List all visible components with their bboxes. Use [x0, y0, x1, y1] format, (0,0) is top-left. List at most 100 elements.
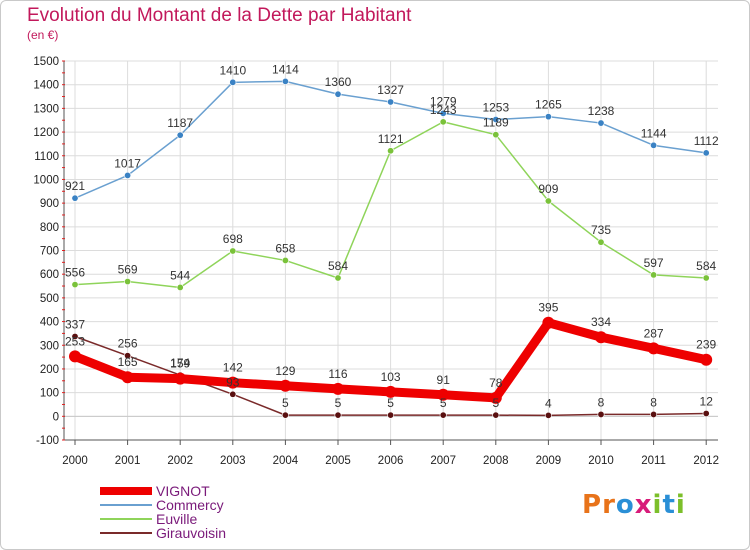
- data-point-commercy: [702, 149, 710, 157]
- data-label-commercy: 1017: [114, 156, 141, 170]
- data-point-girauvoisin: [439, 411, 447, 419]
- data-label-commercy: 1265: [535, 98, 562, 112]
- data-point-girauvoisin: [334, 411, 342, 419]
- y-tick-label: 200: [40, 364, 59, 376]
- data-point-euville: [229, 247, 237, 255]
- legend-swatch-euville: [100, 518, 152, 520]
- data-label-vignot: 142: [223, 361, 243, 375]
- data-point-vignot: [647, 342, 660, 355]
- data-point-euville: [281, 256, 289, 264]
- x-tick-label: 2009: [536, 455, 562, 467]
- data-point-commercy: [492, 116, 500, 124]
- data-label-commercy: 1112: [694, 134, 719, 148]
- legend-swatch-vignot: [100, 487, 152, 495]
- data-label-vignot: 395: [538, 301, 558, 315]
- logo-letter: x: [634, 490, 653, 520]
- data-point-girauvoisin: [387, 411, 395, 419]
- data-point-girauvoisin: [229, 390, 237, 398]
- data-point-vignot: [437, 388, 450, 401]
- legend: VIGNOT Commercy Euville Girauvoisin: [100, 483, 227, 541]
- data-point-commercy: [597, 119, 605, 127]
- data-point-euville: [334, 274, 342, 282]
- data-label-girauvoisin: 4: [545, 396, 552, 410]
- data-label-vignot: 165: [118, 355, 138, 369]
- x-tick-label: 2011: [641, 455, 666, 467]
- data-point-vignot: [384, 385, 397, 398]
- legend-item-vignot: VIGNOT: [100, 483, 226, 499]
- data-label-euville: 1121: [378, 132, 404, 146]
- data-point-euville: [544, 197, 552, 205]
- data-point-commercy: [281, 77, 289, 85]
- legend-label: Girauvoisin: [156, 525, 227, 541]
- data-label-girauvoisin: 12: [700, 394, 714, 408]
- data-label-euville: 1243: [430, 103, 457, 117]
- data-point-vignot: [174, 372, 187, 385]
- data-point-girauvoisin: [544, 411, 552, 419]
- data-point-euville: [650, 271, 658, 279]
- y-tick-label: 800: [40, 222, 59, 234]
- data-label-vignot: 334: [591, 315, 611, 329]
- y-tick-label: 1000: [33, 174, 59, 186]
- data-label-vignot: 78: [489, 376, 503, 390]
- data-label-euville: 909: [538, 182, 558, 196]
- logo-letter: r: [602, 490, 616, 520]
- data-label-euville: 569: [118, 263, 138, 277]
- data-label-commercy: 1144: [641, 126, 667, 140]
- data-label-euville: 698: [223, 232, 243, 246]
- data-label-euville: 735: [591, 223, 611, 237]
- data-point-commercy: [124, 171, 132, 179]
- data-point-girauvoisin: [702, 409, 710, 417]
- data-point-girauvoisin: [650, 410, 658, 418]
- x-tick-label: 2008: [483, 455, 509, 467]
- data-point-vignot: [700, 353, 713, 366]
- data-point-vignot: [279, 379, 292, 392]
- data-label-vignot: 287: [644, 326, 664, 340]
- legend-item-girauvoisin: Girauvoisin: [100, 525, 227, 541]
- data-label-girauvoisin: 5: [440, 396, 447, 410]
- data-label-commercy: 1414: [272, 62, 299, 76]
- y-tick-label: 500: [40, 293, 59, 305]
- data-point-commercy: [71, 194, 79, 202]
- data-label-commercy: 1279: [430, 94, 457, 108]
- data-label-commercy: 1238: [588, 104, 615, 118]
- data-label-commercy: 1327: [377, 83, 404, 97]
- data-point-euville: [124, 278, 132, 286]
- data-point-vignot: [332, 382, 344, 395]
- logo-letter: i: [675, 490, 686, 520]
- data-point-commercy: [650, 141, 658, 149]
- data-point-commercy: [176, 131, 184, 139]
- legend-item-euville: Euville: [100, 511, 226, 527]
- x-tick-label: 2006: [378, 455, 404, 467]
- x-tick-label: 2004: [273, 455, 299, 467]
- data-label-girauvoisin: 174: [170, 356, 190, 370]
- y-tick-label: 600: [40, 269, 59, 281]
- data-label-euville: 584: [328, 259, 348, 273]
- proxiti-logo: Proxiti: [582, 490, 686, 520]
- legend-swatch-commercy: [100, 504, 152, 506]
- data-label-euville: 584: [696, 259, 716, 273]
- data-point-euville: [702, 274, 710, 282]
- y-tick-label: 400: [40, 317, 59, 329]
- data-label-vignot: 253: [65, 334, 85, 348]
- data-point-vignot: [489, 391, 502, 404]
- data-label-girauvoisin: 8: [598, 395, 605, 409]
- chart-title: Evolution du Montant de la Dette par Hab…: [27, 5, 412, 26]
- y-tick-label: 1500: [33, 56, 59, 68]
- x-tick-label: 2005: [325, 455, 351, 467]
- data-label-vignot: 239: [696, 338, 716, 352]
- data-label-commercy: 1253: [482, 101, 509, 115]
- x-tick-label: 2003: [220, 455, 246, 467]
- data-point-euville: [176, 283, 184, 291]
- data-point-commercy: [439, 109, 447, 117]
- data-label-girauvoisin: 5: [282, 396, 289, 410]
- logo-letter: P: [582, 490, 603, 520]
- data-point-euville: [71, 281, 79, 289]
- data-label-euville: 1189: [483, 116, 509, 130]
- logo-letter: i: [652, 490, 663, 520]
- x-tick-label: 2000: [62, 455, 88, 467]
- data-label-commercy: 1187: [167, 116, 193, 130]
- data-label-vignot: 159: [170, 357, 190, 371]
- data-point-commercy: [387, 98, 395, 106]
- data-label-euville: 544: [170, 268, 190, 282]
